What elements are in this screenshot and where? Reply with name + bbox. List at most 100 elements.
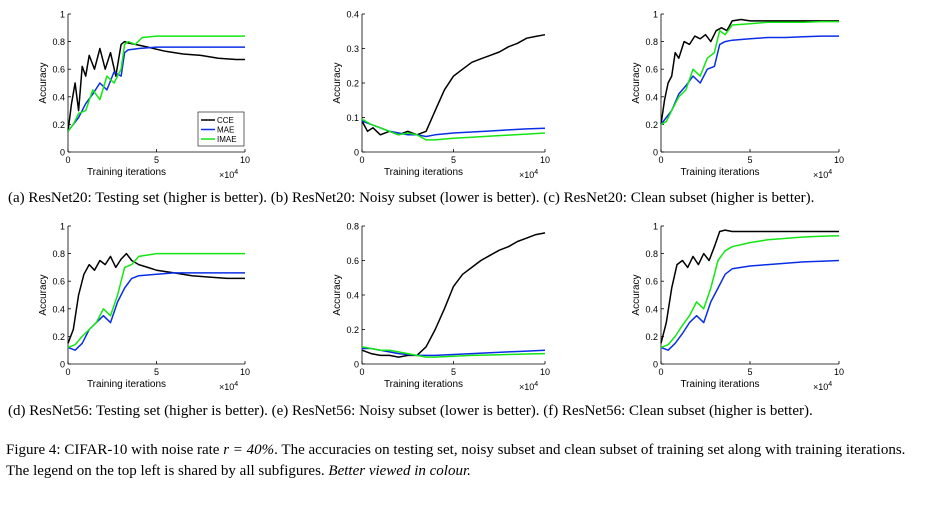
chart-e: 0 0.2 0.4 0.6 0.8 0 5 10 Training iterations ×104… [332,222,550,393]
y-tick-label: 0.2 [52,332,65,342]
figure-caption-prefix: Figure 4: CIFAR-10 with noise rate [6,442,224,458]
y-tick-label: 0.2 [645,120,658,130]
x-multiplier-label: ×104 [519,169,538,180]
x-tick-label: 5 [747,155,752,165]
x-tick-label: 0 [65,367,70,377]
x-tick-label: 0 [359,367,364,377]
x-tick-label: 0 [359,155,364,165]
series-line-imae [67,252,245,349]
y-tick-label: 0.4 [346,10,359,20]
y-tick-label: 0 [60,148,65,158]
y-tick-label: 0 [653,360,658,370]
y-axis-label: Accuracy [332,62,343,103]
x-tick-label: 10 [834,367,844,377]
x-multiplier-label: ×104 [813,169,832,180]
x-tick-label: 10 [240,155,250,165]
y-tick-label: 0.6 [645,65,658,75]
y-axis-label: Accuracy [38,62,49,103]
x-tick-label: 10 [834,155,844,165]
y-tick-label: 0.2 [346,79,359,89]
y-tick-label: 0.1 [346,113,359,123]
series-line-mae [660,259,840,351]
y-tick-label: 0 [354,360,359,370]
series-line-imae [660,20,839,126]
x-tick-label: 10 [540,367,550,377]
y-axis-label: Accuracy [631,62,642,103]
x-multiplier-exponent: 4 [534,381,538,388]
x-multiplier-exponent: 4 [234,169,238,176]
x-tick-label: 5 [154,155,159,165]
series-line-cce [660,18,839,125]
y-axis-label: Accuracy [332,274,343,315]
y-tick-label: 1 [60,10,65,20]
figure-caption-body: . The accuracies on testing set, noisy s… [6,442,906,479]
series-line-imae [361,346,546,358]
x-axis-label: Training iterations [384,167,463,178]
series-line-mae [67,46,245,132]
y-tick-label: 0.8 [346,222,359,232]
legend-label-imae: IMAE [217,135,237,144]
y-tick-label: 0.8 [645,249,658,259]
y-tick-label: 0.8 [52,37,65,47]
series-line-cce [660,229,839,344]
figure-caption-math: r = 40% [223,442,275,458]
x-axis-label: Training iterations [87,167,166,178]
x-tick-label: 0 [658,367,663,377]
series-line-imae [67,35,245,132]
y-tick-label: 0.4 [52,92,65,102]
x-multiplier-label: ×104 [219,169,238,180]
series-line-mae [67,272,245,351]
y-tick-label: 0.6 [346,256,359,266]
x-multiplier-label: ×104 [219,381,238,392]
x-multiplier-exponent: 4 [828,169,832,176]
figure-caption-italic: Better viewed in colour. [328,463,471,479]
y-axis-label: Accuracy [631,274,642,315]
y-tick-label: 0.8 [52,249,65,259]
y-tick-label: 0.6 [645,277,658,287]
x-multiplier-exponent: 4 [234,381,238,388]
y-tick-label: 0.4 [52,304,65,314]
series-line-mae [660,35,839,125]
series-line-cce [361,33,546,136]
y-tick-label: 0.4 [346,291,359,301]
y-axis-label: Accuracy [38,274,49,315]
series-line-imae [361,118,546,141]
series-line-cce [67,40,245,132]
y-tick-label: 0 [60,360,65,370]
y-tick-label: 0.6 [52,65,65,75]
caption-row-1: (a) ResNet20: Testing set (higher is bet… [8,190,815,206]
y-tick-label: 0.2 [346,325,359,335]
y-tick-label: 1 [653,222,658,232]
y-tick-label: 0.2 [645,332,658,342]
x-axis-label: Training iterations [87,379,166,390]
x-tick-label: 5 [451,367,456,377]
y-tick-label: 0.4 [645,92,658,102]
x-multiplier-label: ×104 [519,381,538,392]
x-multiplier-exponent: 4 [534,169,538,176]
x-axis-label: Training iterations [680,167,759,178]
legend-label-cce: CCE [217,116,234,125]
y-tick-label: 0 [354,148,359,158]
x-tick-label: 5 [747,367,752,377]
y-tick-label: 0 [653,148,658,158]
series-line-cce [361,232,546,358]
x-tick-label: 10 [240,367,250,377]
series-line-imae [660,234,840,349]
x-tick-label: 10 [540,155,550,165]
x-tick-label: 0 [65,155,70,165]
figure-caption: Figure 4: CIFAR-10 with noise rate r = 4… [6,440,921,482]
y-tick-label: 0.6 [52,277,65,287]
x-axis-label: Training iterations [680,379,759,390]
x-axis-label: Training iterations [384,379,463,390]
chart-b: 0 0.1 0.2 0.3 0.4 0 5 10 Training iterations ×104… [332,10,550,181]
x-multiplier-label: ×104 [813,381,832,392]
y-tick-label: 1 [653,10,658,20]
y-tick-label: 0.2 [52,120,65,130]
x-multiplier-exponent: 4 [828,381,832,388]
